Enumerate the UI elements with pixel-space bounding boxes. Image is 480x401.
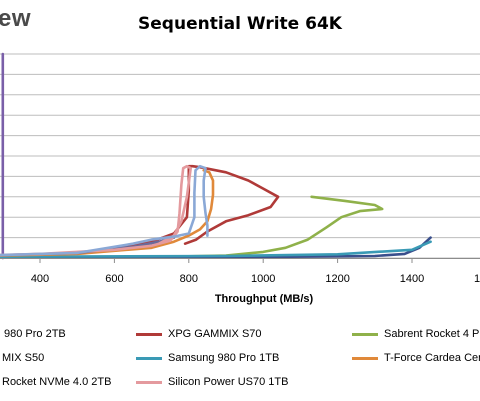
series-line-7	[0, 164, 192, 257]
legend-item: T-Force Cardea Cer	[352, 350, 480, 366]
legend-label: T-Force Cardea Cer	[384, 352, 480, 364]
x-tick-label-partial: 1	[474, 273, 480, 285]
series-line-8	[0, 164, 209, 257]
x-tick-label: 1400	[400, 273, 424, 285]
legend-item: Silicon Power US70 1TB	[136, 374, 288, 390]
legend-swatch	[352, 356, 378, 360]
chart-title: Sequential Write 64K	[138, 14, 342, 34]
series-line-5	[0, 169, 215, 257]
legend-item: MIX S50	[0, 350, 44, 366]
legend-item: 980 Pro 2TB	[0, 326, 66, 342]
legend-item: Sabrent Rocket 4 P	[352, 326, 479, 342]
legend-label: MIX S50	[2, 352, 45, 364]
grid-lines	[0, 53, 480, 259]
legend-label: Samsung 980 Pro 1TB	[168, 352, 280, 364]
legend-label: Sabrent Rocket 4 P	[384, 328, 480, 340]
legend-label: XPG GAMMIX S70	[168, 328, 262, 340]
x-tick-label: 400	[31, 273, 49, 285]
legend-swatch	[352, 332, 378, 336]
series-line-4	[0, 240, 432, 259]
x-tick-label: 1000	[251, 273, 275, 285]
x-axis: 400 600 800 1000 1200 1400 1	[0, 258, 480, 285]
legend-label: 980 Pro 2TB	[4, 328, 66, 340]
site-logo-text: ew	[0, 5, 32, 32]
legend-swatch	[136, 356, 162, 360]
legend-item: XPG GAMMIX S70	[136, 326, 262, 342]
legend-label: Rocket NVMe 4.0 2TB	[2, 376, 112, 388]
legend-label: Silicon Power US70 1TB	[168, 376, 289, 388]
legend-swatch	[136, 380, 162, 384]
legend-swatch	[136, 332, 162, 336]
series-lines	[0, 52, 432, 260]
x-tick-label: 1200	[325, 273, 349, 285]
x-tick-label: 600	[105, 273, 123, 285]
x-axis-title: Throughput (MB/s)	[215, 293, 314, 305]
legend-item: Rocket NVMe 4.0 2TB	[0, 374, 111, 390]
legend-item: Samsung 980 Pro 1TB	[136, 350, 279, 366]
x-tick-label: 800	[180, 273, 198, 285]
